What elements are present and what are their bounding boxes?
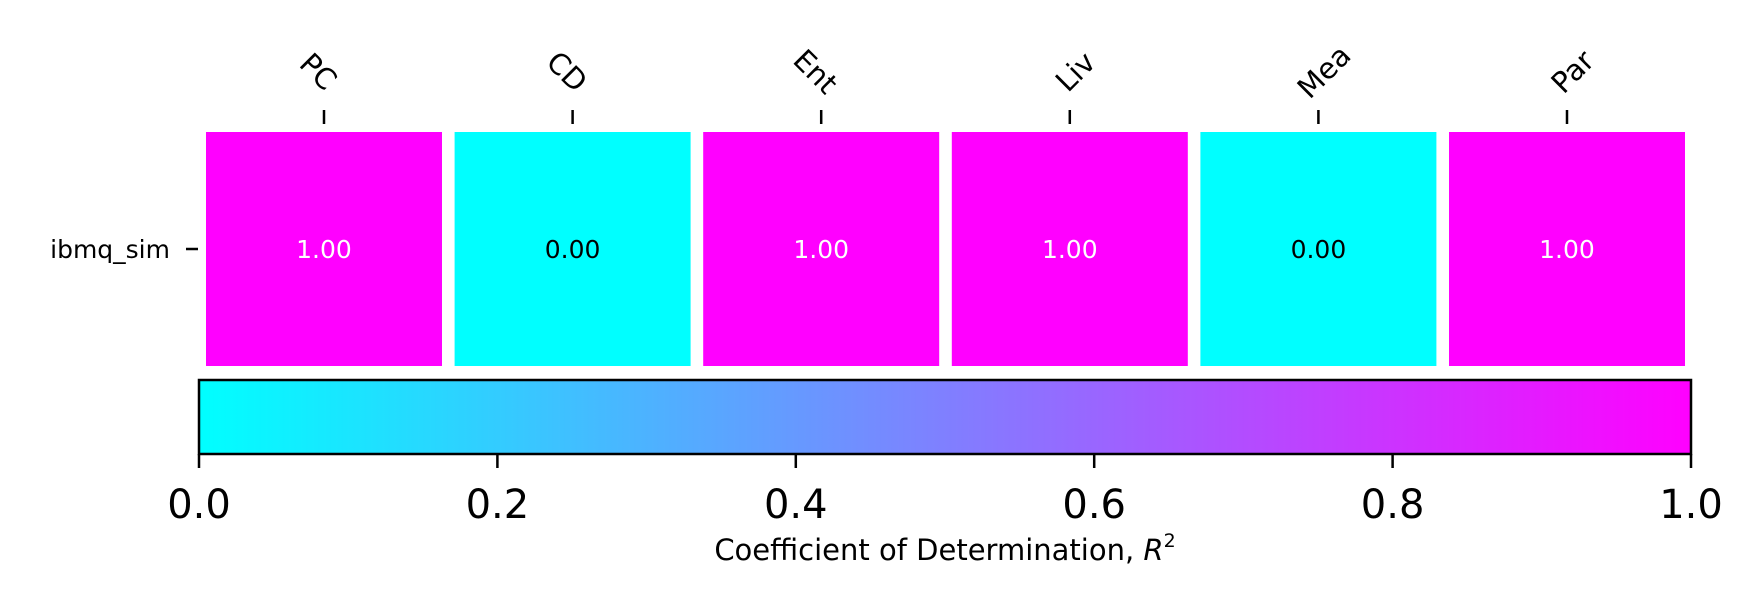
x-tick-label-liv: Liv — [1049, 45, 1102, 98]
heatmap-cell-value-ent: 1.00 — [793, 235, 849, 264]
heatmap-cell-value-par: 1.00 — [1539, 235, 1595, 264]
x-tick-label-cd: CD — [540, 45, 594, 99]
colorbar-tick-label: 0.6 — [1062, 482, 1126, 528]
heatmap-cell-cd — [454, 132, 691, 366]
heatmap-cell-value-liv: 1.00 — [1042, 235, 1098, 264]
colorbar-tick-label: 0.8 — [1361, 482, 1425, 528]
colorbar-tick-label: 1.0 — [1659, 482, 1723, 528]
heatmap-cell-pc — [206, 132, 442, 366]
colorbar: 0.0 0.2 0.4 0.6 0.8 1.0 Coefficient of Determ… — [167, 378, 1723, 567]
heatmap-cell-value-mea: 0.00 — [1291, 235, 1347, 264]
x-axis-top: PC CD Ent Liv Mea Par — [293, 38, 1601, 124]
x-tick-label-ent: Ent — [787, 43, 845, 101]
colorbar-ticks: 0.0 0.2 0.4 0.6 0.8 1.0 — [167, 454, 1723, 528]
heatmap-cells: 1.00 0.00 1.00 1.00 0.00 1.00 — [206, 132, 1685, 366]
x-tick-label-pc: PC — [293, 46, 344, 97]
heatmap-cell-ent — [703, 132, 940, 366]
colorbar-tick-label: 0.2 — [466, 482, 530, 528]
heatmap-cell-par — [1449, 132, 1685, 366]
heatmap-cell-mea — [1200, 132, 1437, 366]
colorbar-gradient-bar — [197, 378, 1693, 456]
colorbar-label: Coefficient of Determination, R2 — [714, 530, 1175, 567]
colorbar-label-symbol: R — [1143, 533, 1163, 567]
x-tick-label-mea: Mea — [1291, 38, 1358, 105]
colorbar-label-text: Coefficient of Determination, — [714, 533, 1143, 567]
heatmap-cell-value-pc: 1.00 — [296, 235, 352, 264]
heatmap-cell-liv — [951, 132, 1188, 366]
colorbar-tick-label: 0.4 — [764, 482, 828, 528]
x-tick-label-par: Par — [1544, 43, 1601, 100]
y-tick-label: ibmq_sim — [50, 235, 170, 264]
heatmap-cell-value-cd: 0.00 — [545, 235, 601, 264]
y-axis-left: ibmq_sim — [50, 235, 198, 264]
colorbar-label-superscript: 2 — [1164, 530, 1176, 552]
colorbar-tick-label: 0.0 — [167, 482, 231, 528]
